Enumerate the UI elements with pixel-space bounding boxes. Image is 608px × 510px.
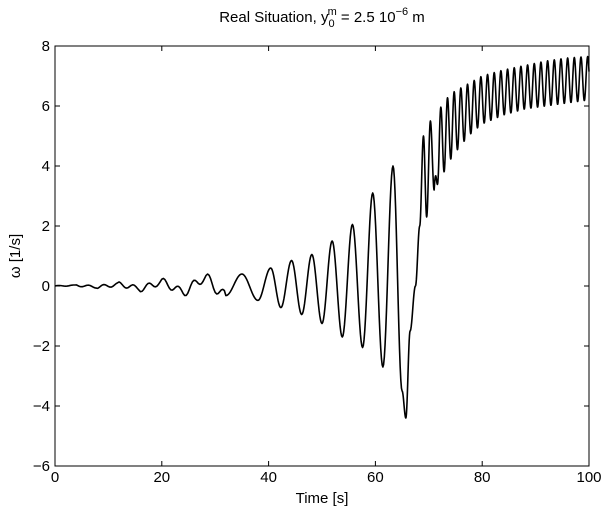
y-tick-label: 8	[42, 38, 50, 55]
x-tick-label: 60	[367, 469, 384, 486]
y-tick-label: 6	[42, 98, 50, 115]
x-tick-label: 20	[153, 469, 170, 486]
y-tick-label: −6	[33, 458, 50, 475]
title-superscript: m	[328, 6, 337, 18]
y-axis-label: ω [1/s]	[7, 234, 24, 278]
title-rest: = 2.5 10	[337, 9, 396, 26]
series-line	[54, 55, 590, 419]
chart-title: Real Situation, y0m = 2.5 10−6 m	[219, 6, 425, 30]
x-axis-label: Time [s]	[296, 490, 349, 507]
x-tick-labels: 0 20 40 60 80 100	[51, 469, 602, 486]
y-tick-label: 0	[42, 278, 50, 295]
title-main: Real Situation, y	[219, 9, 329, 26]
y-tick-label: 2	[42, 218, 50, 235]
y-tick-label: −2	[33, 338, 50, 355]
y-tick-label: 4	[42, 158, 50, 175]
title-unit: m	[408, 9, 425, 26]
y-tick-label: −4	[33, 398, 50, 415]
x-tick-label: 100	[576, 469, 601, 486]
x-tick-label: 0	[51, 469, 59, 486]
title-exponent: −6	[396, 6, 409, 18]
title-subscript: 0	[328, 18, 334, 30]
y-tick-labels: −6 −4 −2 0 2 4 6 8	[33, 38, 50, 475]
x-tick-label: 40	[260, 469, 277, 486]
x-tick-label: 80	[474, 469, 491, 486]
plot-area	[54, 45, 590, 467]
